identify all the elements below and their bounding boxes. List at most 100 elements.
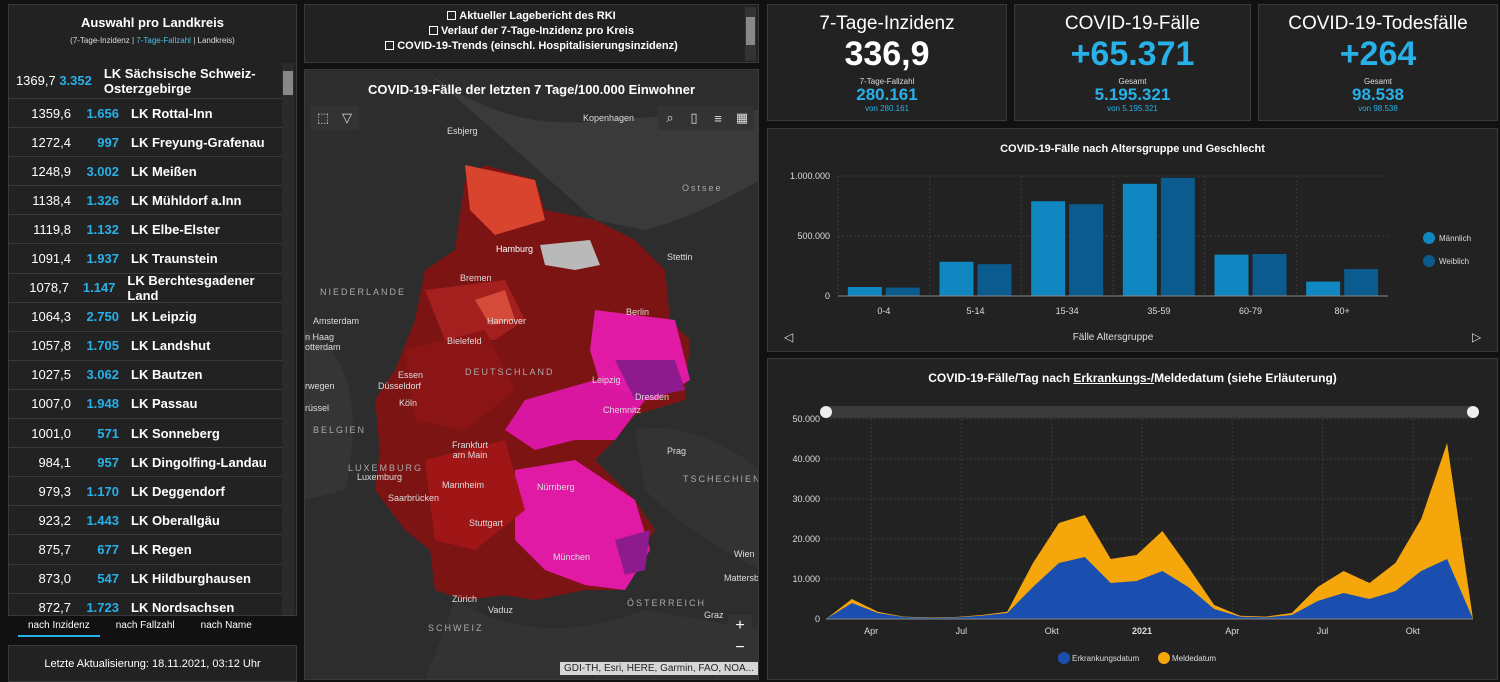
x-tick-label: 2021 <box>1132 626 1152 636</box>
county-row[interactable]: 1359,6 1.656 LK Rottal-Inn <box>9 99 284 129</box>
external-link-icon <box>385 41 395 50</box>
county-row[interactable]: 1001,0 571 LK Sonneberg <box>9 419 284 449</box>
sort-by-name-button[interactable]: nach Name <box>190 616 262 637</box>
incidence-value: 1248,9 <box>31 163 71 179</box>
map-tools-right: ⌕ ▯ ≡ ▦ <box>658 106 754 130</box>
county-row[interactable]: 923,2 1.443 LK Oberallgäu <box>9 506 284 536</box>
county-name: LK Bautzen <box>131 367 203 383</box>
legend-swatch <box>1158 652 1170 664</box>
county-row[interactable]: 1369,7 3.352 LK Sächsische Schweiz-Osterzg… <box>9 63 284 99</box>
map-label: NIEDERLANDE <box>320 287 407 297</box>
links-scrollbar[interactable] <box>745 7 756 61</box>
county-row[interactable]: 872,7 1.723 LK Nordsachsen <box>9 594 284 616</box>
map-label: Chemnitz <box>603 405 642 415</box>
county-row[interactable]: 1064,3 2.750 LK Leipzig <box>9 303 284 332</box>
incidence-value: 984,1 <box>38 454 71 470</box>
kpi-value: +264 <box>1339 35 1417 73</box>
bar-5-14-weiblich <box>977 264 1012 296</box>
chevron-down-icon[interactable]: ▽ <box>342 110 352 125</box>
link-incidence-history[interactable]: Verlauf der 7-Tage-Inzidenz pro Kreis <box>305 24 758 39</box>
case-count: 677 <box>97 541 119 557</box>
county-row[interactable]: 1119,8 1.132 LK Elbe-Elster <box>9 215 284 245</box>
map-label: Frankfurt am Main <box>451 440 488 460</box>
incidence-value: 875,7 <box>38 541 71 557</box>
map-label: Köln <box>399 398 418 408</box>
county-row[interactable]: 873,0 547 LK Hildburghausen <box>9 565 284 594</box>
incidence-value: 979,3 <box>38 483 71 499</box>
legend-label: Erkrankungsdatum <box>1072 654 1139 663</box>
case-count: 3.002 <box>86 163 119 179</box>
daily-chart-title: COVID-19-Fälle/Tag nach Erkrankungs-/Mel… <box>928 371 1337 385</box>
bar-5-14-männlich <box>939 261 974 296</box>
case-count: 957 <box>97 454 119 470</box>
county-name: LK Regen <box>131 541 192 557</box>
county-row[interactable]: 1272,4 997 LK Freyung-Grafenau <box>9 128 284 158</box>
incidence-value: 923,2 <box>38 512 71 528</box>
bar-35-59-weiblich <box>1160 177 1195 296</box>
county-row[interactable]: 979,3 1.170 LK Deggendorf <box>9 477 284 507</box>
legend-swatch <box>1058 652 1070 664</box>
kpi-value: +65.371 <box>1070 35 1195 73</box>
daily-chart-panel: COVID-19-Fälle/Tag nach Erkrankungs-/Mel… <box>767 358 1498 680</box>
county-row[interactable]: 1057,8 1.705 LK Landshut <box>9 332 284 361</box>
bar-15-34-weiblich <box>1069 204 1104 296</box>
county-row[interactable]: 1007,0 1.948 LK Passau <box>9 390 284 420</box>
county-row[interactable]: 1138,4 1.326 LK Mühldorf a.Inn <box>9 186 284 216</box>
legend-swatch <box>1423 232 1435 244</box>
map-label: Prag <box>667 446 687 456</box>
scrollbar-thumb[interactable] <box>283 71 293 95</box>
link-covid-trends[interactable]: COVID-19-Trends (einschl. Hospitalisieru… <box>305 39 758 54</box>
incidence-value: 1007,0 <box>31 396 71 412</box>
map-label: Kopenhagen <box>583 113 635 123</box>
map-label: Düsseldorf <box>378 381 422 391</box>
incidence-value: 1091,4 <box>31 251 71 267</box>
select-tool-icon[interactable]: ⬚ <box>316 110 330 125</box>
age-chart-title: COVID-19-Fälle nach Altersgruppe und Ges… <box>1000 143 1265 155</box>
bar-15-34-männlich <box>1031 201 1066 296</box>
map-label: rüssel <box>305 403 330 413</box>
map-label: TSCHECHIEN <box>683 474 759 484</box>
county-row[interactable]: 1248,9 3.002 LK Meißen <box>9 157 284 187</box>
qr-code-icon[interactable]: ▦ <box>735 110 749 125</box>
sort-buttons: nach Inzidenz nach Fallzahl nach Name <box>18 616 262 637</box>
legend-label: Meldedatum <box>1172 654 1216 663</box>
y-tick-label: 1.000.000 <box>790 171 830 181</box>
search-icon[interactable]: ⌕ <box>666 110 674 125</box>
map-label: Hannover <box>487 316 527 326</box>
county-name: LK Sächsische Schweiz-Osterzgebirge <box>103 65 256 96</box>
external-link-icon <box>429 26 439 35</box>
sort-by-incidence-button[interactable]: nach Inzidenz <box>18 616 100 637</box>
map-label: Amsterdam <box>313 316 360 326</box>
county-row[interactable]: 875,7 677 LK Regen <box>9 535 284 565</box>
x-tick-label: Okt <box>1406 626 1421 636</box>
county-name: LK Nordsachsen <box>131 600 235 616</box>
range-handle-left <box>820 406 832 418</box>
map-label: Esbjerg <box>447 126 478 136</box>
sort-by-cases-button[interactable]: nach Fallzahl <box>105 616 185 637</box>
kpi-deaths: COVID-19-Todesfälle +264 Gesamt 98.538 v… <box>1258 4 1498 121</box>
bar-0-4-weiblich <box>885 287 920 296</box>
map-panel[interactable]: COVID-19-Fälle der letzten 7 Tage/100.00… <box>304 69 759 680</box>
county-row[interactable]: 984,1 957 LK Dingolfing-Landau <box>9 448 284 478</box>
county-row[interactable]: 1027,5 3.062 LK Bautzen <box>9 361 284 390</box>
layer-list-icon[interactable]: ≡ <box>714 110 722 126</box>
map-label: Luxemburg <box>357 472 403 482</box>
link-situation-report[interactable]: Aktueller Lagebericht des RKI <box>305 9 758 24</box>
legend-label: Weiblich <box>1439 257 1469 266</box>
bookmark-icon[interactable]: ▯ <box>690 110 698 125</box>
county-row[interactable]: 1091,4 1.937 LK Traunstein <box>9 244 284 274</box>
zoom-out-button[interactable]: − <box>735 639 745 656</box>
map-label: Leipzig <box>592 375 621 385</box>
zoom-in-button[interactable]: + <box>735 617 745 634</box>
bar-60-79-männlich <box>1214 254 1249 296</box>
map-canvas[interactable] <box>305 70 759 680</box>
range-slider-track <box>826 406 1473 418</box>
x-tick-label: 15-34 <box>1056 306 1079 316</box>
county-row[interactable]: 1078,7 1.147 LK Berchtesgadener Land <box>9 273 284 303</box>
age-chart-panel: COVID-19-Fälle nach Altersgruppe und Ges… <box>767 128 1498 352</box>
county-list-scrollbar[interactable] <box>282 63 294 615</box>
map-attribution[interactable]: GDI-TH, Esri, HERE, Garmin, FAO, NOA... <box>559 662 758 675</box>
county-name: LK Oberallgäu <box>131 512 220 528</box>
case-count: 1.656 <box>86 105 119 121</box>
kpi-value: 336,9 <box>844 35 930 73</box>
